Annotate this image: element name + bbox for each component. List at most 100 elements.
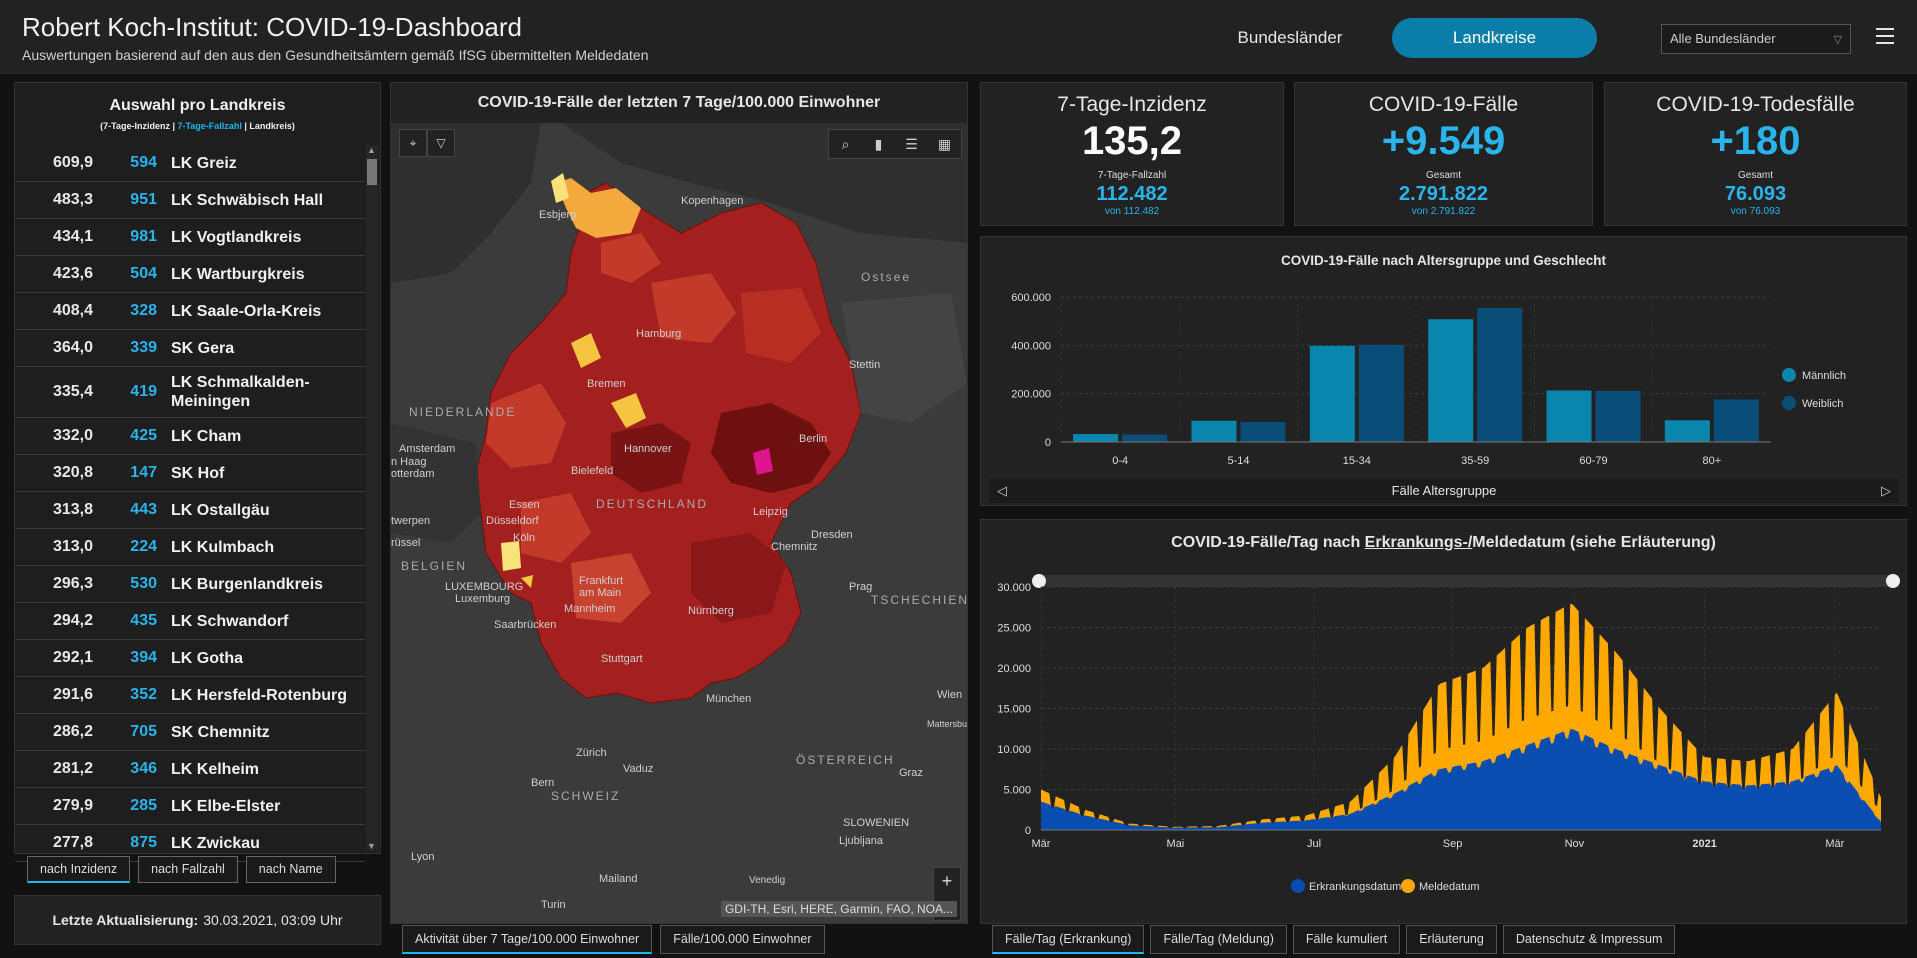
kpi-sub-label: Gesamt	[1425, 170, 1461, 181]
chevron-left-icon[interactable]: ◁	[997, 483, 1007, 498]
x-tick-label: 2021	[1692, 838, 1716, 850]
scrollbar-thumb[interactable]	[367, 159, 377, 185]
map-label-dresden: Dresden	[811, 529, 853, 541]
row-landkreis-name: LK Schwandorf	[171, 612, 289, 630]
landkreis-row[interactable]: 483,3 951 LK Schwäbisch Hall	[15, 182, 365, 219]
row-fallzahl: 147	[130, 464, 157, 481]
tab-faelle-tag-erkrankung[interactable]: Fälle/Tag (Erkrankung)	[992, 925, 1145, 954]
y-tick-label: 5.000	[1003, 785, 1031, 797]
kpi-card-inzidenz: 7-Tage-Inzidenz 135,2 7-Tage-Fallzahl 11…	[980, 82, 1284, 226]
row-fallzahl: 530	[130, 575, 157, 592]
kpi-title: 7-Tage-Inzidenz	[1057, 93, 1207, 116]
bar-männlich	[1546, 390, 1592, 442]
landkreis-row[interactable]: 296,3 530 LK Burgenlandkreis	[15, 566, 365, 603]
row-inzidenz: 423,6	[52, 265, 93, 282]
sort-by-fallzahl-tab[interactable]: nach Fallzahl	[138, 856, 238, 883]
landkreis-panel-legend: (7-Tage-Inzidenz | 7-Tage-Fallzahl | Lan…	[100, 121, 295, 131]
tab-faelle-100000[interactable]: Fälle/100.000 Einwohner	[660, 925, 825, 954]
list-scrollbar[interactable]: ▲ ▼	[366, 145, 378, 851]
map-label-esbjerg: Esbjerg	[539, 209, 577, 221]
chevron-down-icon[interactable]: ▽	[427, 129, 455, 157]
row-inzidenz: 408,4	[52, 302, 93, 319]
landkreis-list: 609,9 594 LK Greiz 483,3 951 LK Schwäbisch Ha…	[15, 145, 365, 862]
row-landkreis-name: SK Chemnitz	[171, 723, 270, 741]
nav-bundeslaender-button[interactable]: Bundesländer	[1237, 28, 1343, 47]
landkreis-row[interactable]: 434,1 981 LK Vogtlandkreis	[15, 219, 365, 256]
map-label-nuernberg: Nürnberg	[688, 605, 734, 617]
map-label-ostsee: Ostsee	[861, 270, 912, 284]
layer-list-icon[interactable]: ☰	[905, 135, 918, 152]
row-inzidenz: 291,6	[52, 686, 93, 703]
app-subtitle: Auswertungen basierend auf den aus den G…	[22, 47, 649, 63]
row-fallzahl: 594	[130, 154, 157, 171]
landkreis-row[interactable]: 286,2 705 SK Chemnitz	[15, 714, 365, 751]
tab-datenschutz-impressum[interactable]: Datenschutz & Impressum	[1502, 925, 1676, 954]
zoom-in-icon[interactable]: +	[941, 870, 953, 891]
row-fallzahl: 705	[130, 723, 157, 740]
landkreis-row[interactable]: 313,8 443 LK Ostallgäu	[15, 492, 365, 529]
map-label-frankfurt: Frankfurt	[579, 575, 624, 587]
row-inzidenz: 434,1	[52, 228, 93, 245]
landkreis-row[interactable]: 335,4 419 LK Schmalkalden-Meiningen	[15, 367, 365, 418]
landkreis-row[interactable]: 364,0 339 SK Gera	[15, 330, 365, 367]
row-landkreis-name: SK Gera	[171, 339, 235, 357]
landkreis-row[interactable]: 332,0 425 LK Cham	[15, 418, 365, 455]
landkreis-row[interactable]: 279,9 285 LK Elbe-Elster	[15, 788, 365, 825]
nav-landkreise-button[interactable]: Landkreise	[1392, 18, 1597, 58]
kpi-title: COVID-19-Todesfälle	[1656, 93, 1855, 116]
landkreis-row[interactable]: 320,8 147 SK Hof	[15, 455, 365, 492]
map-label-luxemburg: Luxemburg	[455, 593, 511, 605]
map-label-amsterdam: Amsterdam	[399, 443, 456, 455]
row-fallzahl: 352	[130, 686, 157, 703]
select-tool-icon[interactable]: ⌖	[399, 129, 427, 157]
map-label-bruessel: rüssel	[391, 537, 421, 549]
sort-by-inzidenz-tab[interactable]: nach Inzidenz	[27, 856, 131, 883]
tab-aktivitaet-7-tage[interactable]: Aktivität über 7 Tage/100.000 Einwohner	[402, 925, 653, 954]
map-label-belgien: BELGIEN	[401, 559, 468, 573]
map-label-berlin: Berlin	[799, 433, 828, 445]
tab-faelle-tag-meldung[interactable]: Fälle/Tag (Meldung)	[1150, 925, 1287, 954]
landkreis-row[interactable]: 294,2 435 LK Schwandorf	[15, 603, 365, 640]
landkreis-row[interactable]: 423,6 504 LK Wartburgkreis	[15, 256, 365, 293]
row-landkreis-name: LK Wartburgkreis	[171, 265, 305, 283]
x-tick-label: 60-79	[1579, 455, 1607, 467]
row-fallzahl: 435	[130, 612, 157, 629]
bottom-tabs: Fälle/Tag (Erkrankung) Fälle/Tag (Meldun…	[992, 925, 1676, 954]
header-bar: Robert Koch-Institut: COVID-19-Dashboard…	[0, 0, 1917, 74]
row-inzidenz: 296,3	[52, 575, 93, 592]
landkreis-row[interactable]: 291,6 352 LK Hersfeld-Rotenburg	[15, 677, 365, 714]
landkreis-row[interactable]: 313,0 224 LK Kulmbach	[15, 529, 365, 566]
map-label-hamburg: Hamburg	[636, 328, 682, 340]
tab-erlaeuterung[interactable]: Erläuterung	[1406, 925, 1497, 954]
sort-by-name-tab[interactable]: nach Name	[245, 856, 336, 883]
map-label-slowenien: SLOWENIEN	[843, 817, 910, 829]
map-attribution[interactable]: GDI-TH, Esri, HERE, Garmin, FAO, NOA...	[720, 901, 957, 917]
bookmark-icon[interactable]: ▮	[874, 135, 883, 152]
map-label-vaduz: Vaduz	[623, 763, 654, 775]
map-label-bremen: Bremen	[587, 378, 626, 390]
row-fallzahl: 394	[130, 649, 157, 666]
row-inzidenz: 281,2	[52, 760, 93, 777]
landkreis-row[interactable]: 292,1 394 LK Gotha	[15, 640, 365, 677]
chevron-right-icon[interactable]: ▷	[1881, 483, 1891, 498]
hamburger-menu-icon[interactable]	[1876, 28, 1894, 44]
bundesland-select[interactable]: Alle Bundesländer ▽	[1661, 24, 1851, 54]
map-label-koeln: Köln	[513, 532, 536, 544]
landkreis-row[interactable]: 281,2 346 LK Kelheim	[15, 751, 365, 788]
map-label-zuerich: Zürich	[576, 747, 607, 759]
landkreis-row[interactable]: 609,9 594 LK Greiz	[15, 145, 365, 182]
landkreis-row[interactable]: 408,4 328 LK Saale-Orla-Kreis	[15, 293, 365, 330]
legend-marker	[1291, 879, 1305, 893]
landkreis-panel-title: Auswahl pro Landkreis	[109, 97, 286, 114]
tab-faelle-kumuliert[interactable]: Fälle kumuliert	[1292, 925, 1401, 954]
map-view[interactable]: ⌖ ▽ ⌕ ▮ ☰ ▦ Esbjerg Kopenhagen Ostsee Ha…	[391, 123, 967, 923]
row-landkreis-name: LK Vogtlandkreis	[171, 228, 302, 246]
basemap-gallery-icon[interactable]: ▦	[937, 135, 952, 152]
kpi-von: von 76.093	[1730, 206, 1781, 217]
map-label-hannover: Hannover	[624, 443, 672, 455]
daily-chart: 0 5.000 10.000 15.000 20.000 25.000 30.000 Mär M…	[997, 574, 1900, 893]
range-slider-handle-left	[1032, 574, 1046, 588]
row-landkreis-name: LK Kelheim	[171, 760, 260, 778]
map-label-essen: Essen	[509, 499, 540, 511]
search-icon[interactable]: ⌕	[841, 135, 850, 152]
